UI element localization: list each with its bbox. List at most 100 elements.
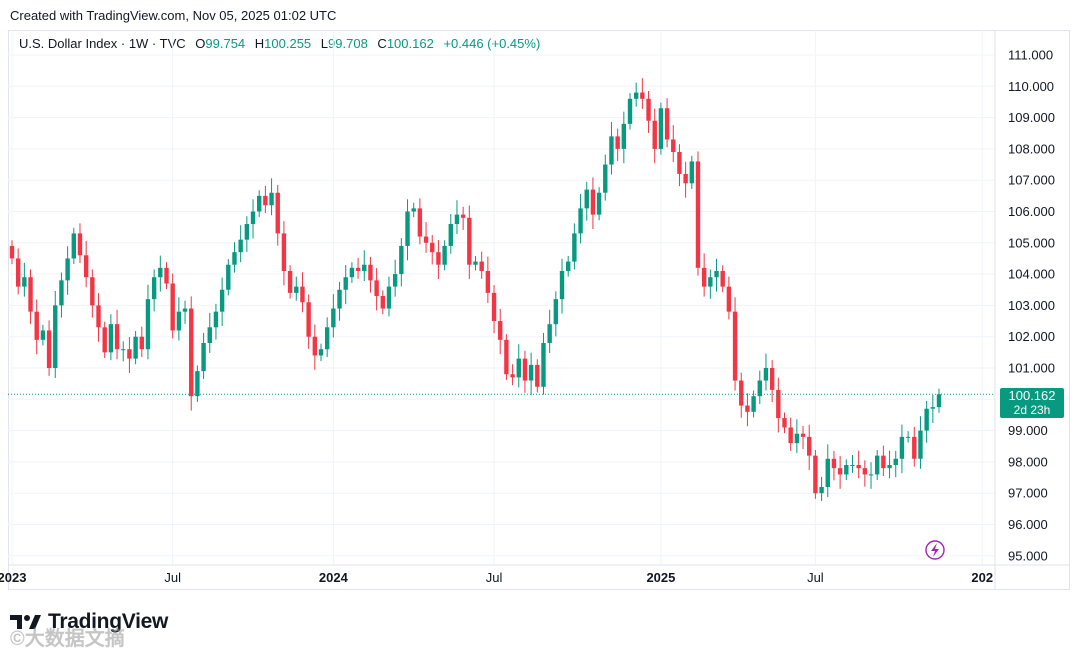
candle[interactable] — [918, 416, 923, 469]
candle[interactable] — [442, 240, 447, 271]
candle[interactable] — [257, 190, 262, 218]
candle[interactable] — [28, 269, 33, 324]
candle[interactable] — [9, 240, 15, 265]
candle[interactable] — [566, 255, 571, 277]
candle[interactable] — [794, 419, 800, 454]
candle[interactable] — [349, 262, 355, 283]
candle[interactable] — [701, 253, 707, 297]
candle[interactable] — [40, 324, 46, 346]
candle[interactable] — [603, 154, 608, 201]
candle[interactable] — [590, 177, 596, 230]
candle[interactable] — [875, 450, 880, 481]
candle[interactable] — [219, 277, 225, 327]
candle[interactable] — [485, 256, 491, 303]
candle[interactable] — [819, 476, 824, 502]
candle[interactable] — [380, 290, 385, 315]
candle[interactable] — [850, 455, 855, 473]
candle[interactable] — [71, 227, 76, 265]
chart-area[interactable] — [8, 30, 1070, 590]
candle[interactable] — [460, 206, 466, 230]
candle[interactable] — [776, 377, 781, 433]
candle[interactable] — [386, 276, 392, 317]
candle[interactable] — [640, 78, 645, 109]
candle[interactable] — [139, 326, 144, 358]
candle[interactable] — [652, 108, 657, 164]
candle[interactable] — [732, 297, 738, 391]
candle[interactable] — [695, 151, 701, 276]
candle[interactable] — [807, 424, 812, 471]
candle[interactable] — [479, 251, 484, 279]
candle[interactable] — [448, 214, 453, 254]
candle[interactable] — [34, 299, 39, 355]
candle[interactable] — [22, 262, 27, 297]
candle[interactable] — [837, 455, 843, 489]
candle[interactable] — [108, 314, 114, 361]
candle[interactable] — [899, 424, 905, 474]
candle[interactable] — [646, 90, 651, 133]
candle[interactable] — [417, 198, 423, 245]
candle[interactable] — [936, 388, 942, 413]
candle[interactable] — [516, 344, 521, 388]
candle[interactable] — [664, 98, 670, 148]
candle[interactable] — [454, 200, 460, 235]
candle[interactable] — [65, 246, 70, 295]
candle[interactable] — [510, 364, 515, 386]
candle[interactable] — [343, 265, 348, 305]
candle[interactable] — [263, 185, 268, 214]
candle[interactable] — [813, 450, 818, 499]
candle[interactable] — [207, 312, 212, 353]
candle[interactable] — [287, 265, 293, 299]
candle[interactable] — [825, 444, 830, 497]
candle[interactable] — [53, 291, 58, 379]
candle[interactable] — [281, 221, 287, 286]
candle[interactable] — [559, 258, 565, 314]
candle[interactable] — [584, 181, 589, 221]
candle[interactable] — [708, 269, 713, 299]
candle[interactable] — [800, 425, 806, 450]
candle[interactable] — [473, 255, 478, 271]
candle[interactable] — [411, 202, 416, 218]
candle[interactable] — [423, 222, 429, 253]
candle[interactable] — [294, 276, 299, 301]
candle[interactable] — [436, 239, 441, 280]
candle[interactable] — [300, 272, 305, 313]
candle[interactable] — [114, 309, 120, 360]
candle[interactable] — [127, 337, 132, 374]
candle[interactable] — [905, 431, 911, 443]
candle[interactable] — [856, 450, 861, 479]
candle[interactable] — [658, 102, 664, 155]
candle[interactable] — [269, 178, 274, 216]
candle[interactable] — [151, 269, 157, 312]
candle[interactable] — [158, 255, 163, 292]
candle[interactable] — [164, 262, 169, 290]
candle[interactable] — [83, 240, 89, 288]
candle[interactable] — [930, 394, 936, 424]
candle[interactable] — [306, 294, 311, 349]
candle[interactable] — [683, 161, 688, 198]
candle[interactable] — [782, 412, 787, 434]
candle[interactable] — [331, 294, 336, 338]
candle[interactable] — [868, 462, 874, 489]
candle[interactable] — [170, 273, 175, 339]
candle[interactable] — [887, 450, 892, 479]
candle[interactable] — [189, 296, 194, 411]
candle[interactable] — [535, 359, 540, 393]
candle[interactable] — [609, 121, 614, 175]
candle[interactable] — [46, 320, 52, 376]
lightning-badge-icon[interactable] — [925, 540, 945, 560]
candle[interactable] — [528, 352, 534, 395]
candle[interactable] — [720, 265, 725, 293]
candle[interactable] — [312, 324, 318, 370]
candle[interactable] — [491, 285, 497, 334]
candle[interactable] — [182, 300, 188, 324]
candle[interactable] — [102, 321, 107, 358]
candle[interactable] — [467, 205, 472, 280]
candle[interactable] — [232, 242, 237, 273]
candle[interactable] — [96, 293, 101, 342]
candle[interactable] — [924, 400, 929, 443]
candle[interactable] — [541, 332, 546, 395]
candle[interactable] — [176, 297, 182, 341]
candle[interactable] — [714, 258, 719, 292]
candle[interactable] — [862, 460, 868, 487]
